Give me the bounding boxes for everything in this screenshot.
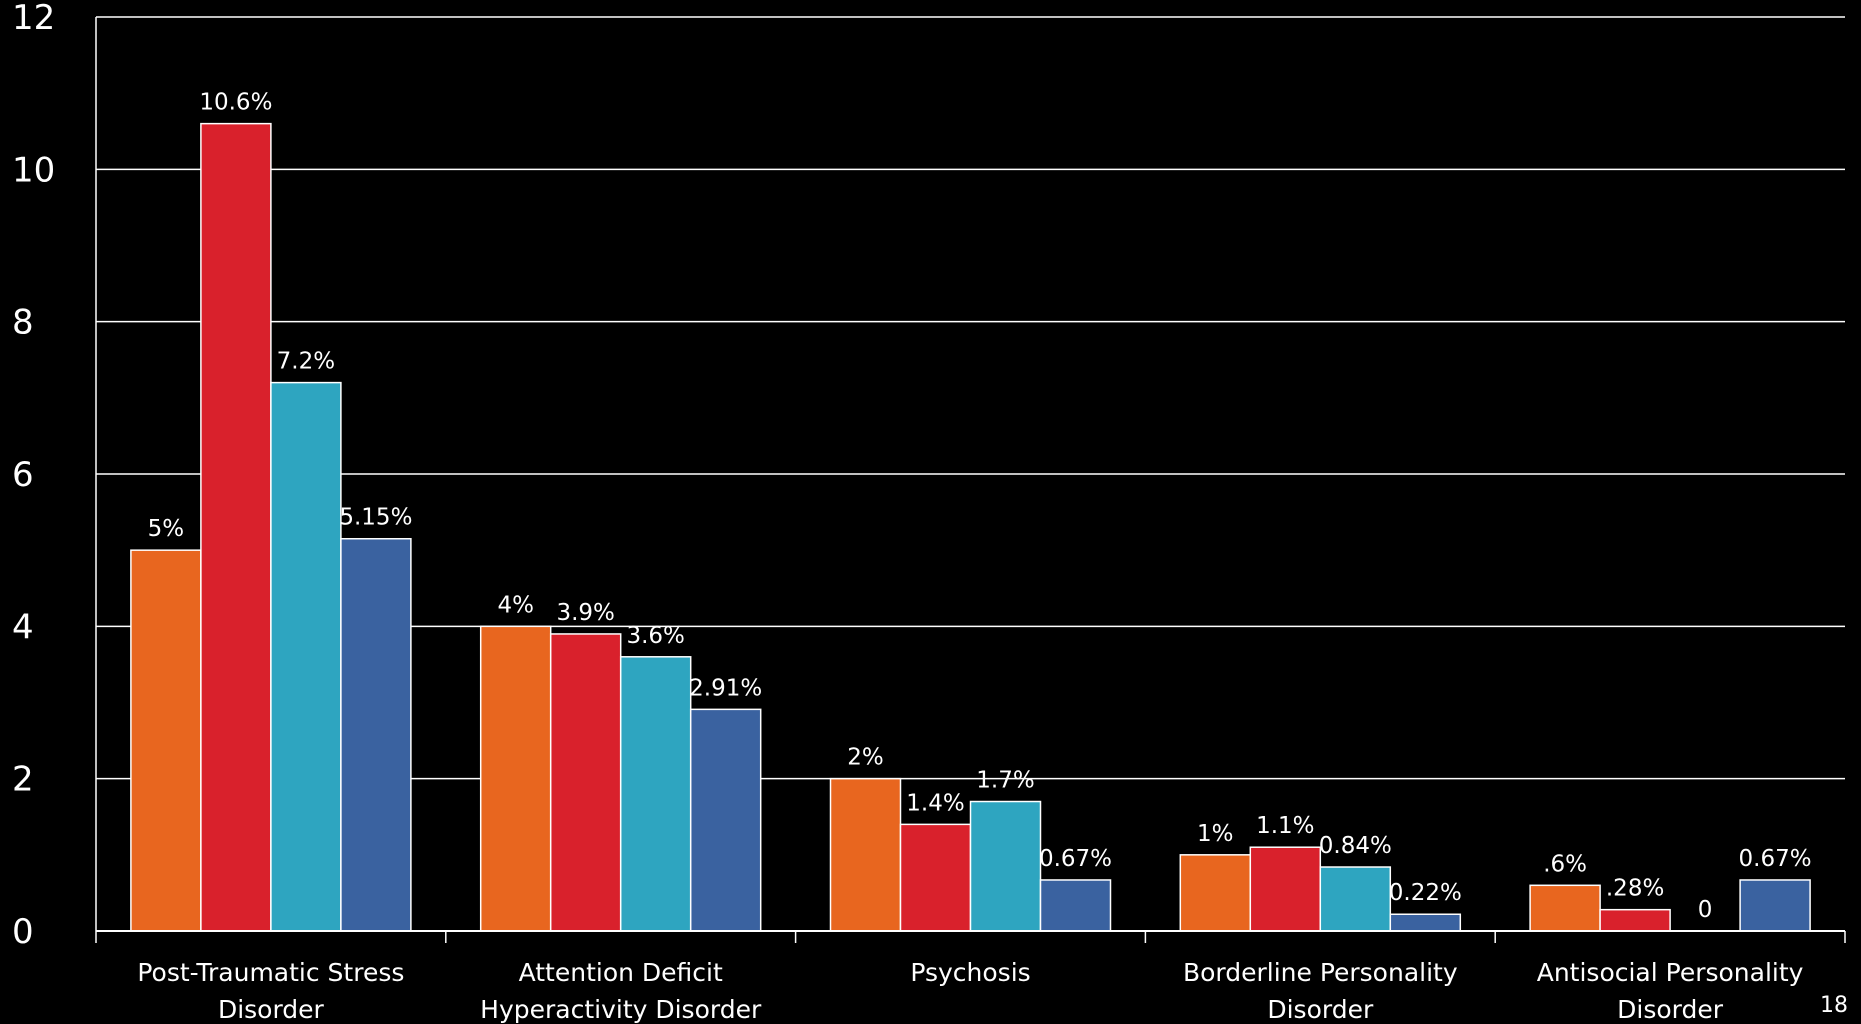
y-tick-label: 0 [12,912,34,952]
bar [829,777,902,932]
bar [200,122,272,932]
bar [1739,879,1811,932]
axes [95,17,1846,943]
y-tick-label: 2 [12,760,34,800]
category-label: Disorder [1267,995,1374,1024]
y-tick-label: 6 [12,455,34,495]
bar [130,549,202,932]
category-label: Post-Traumatic Stress [137,958,404,987]
bar [1039,879,1112,932]
data-label: 4% [497,592,534,618]
data-label: 10.6% [199,90,272,116]
data-label: 3.9% [556,600,614,626]
data-label: 0.67% [1039,846,1112,872]
bar [479,625,552,932]
data-label: 1.4% [906,790,964,816]
data-label: 0.84% [1319,833,1392,859]
data-label: 0 [1698,897,1713,923]
bars [130,122,1811,932]
y-tick-label: 12 [12,0,55,38]
bar [969,800,1042,932]
data-label: 2.91% [689,675,762,701]
bar [1319,866,1392,932]
y-tick-label: 4 [12,607,34,647]
bar [1599,908,1671,932]
bar [340,537,412,932]
category-label: Antisocial Personality [1537,958,1804,987]
data-label: 2% [847,745,884,771]
bar [1389,913,1462,932]
bar [619,656,692,932]
data-label: 0.67% [1739,846,1812,872]
category-label: Disorder [1617,995,1724,1024]
bar [1529,884,1601,932]
data-label: .6% [1543,851,1587,877]
category-label: Attention Deficit [519,958,723,987]
category-label: Hyperactivity Disorder [480,995,762,1024]
data-label: 0.22% [1389,880,1462,906]
data-label: 3.6% [626,623,684,649]
y-axis-ticks: 0 2 4 6 8 10 12 [12,0,55,952]
bar [1249,846,1322,932]
data-label: 1.1% [1256,813,1314,839]
bar [899,823,972,932]
data-label: 5% [148,516,185,542]
bar [1179,854,1252,932]
bar [549,633,622,932]
bar [270,381,342,932]
data-label: 1% [1197,821,1234,847]
category-label: Borderline Personality [1183,958,1458,987]
data-label: 7.2% [277,349,335,375]
category-labels: Post-Traumatic Stress Disorder Attention D… [137,958,1803,1024]
y-tick-label: 8 [12,303,34,343]
slide-number: 18 [1820,993,1848,1018]
bar [689,708,762,932]
data-labels: 5% 10.6% 7.2% 5.15% 4% 3.9% 3.6%2.91% 2% 1.4% 1.7… [148,90,1812,923]
data-label: 5.15% [339,505,412,531]
category-label: Psychosis [910,958,1030,987]
y-tick-label: 10 [12,150,55,190]
data-label: 1.7% [976,768,1034,794]
data-label: .28% [1606,876,1664,902]
category-label: Disorder [218,995,325,1024]
